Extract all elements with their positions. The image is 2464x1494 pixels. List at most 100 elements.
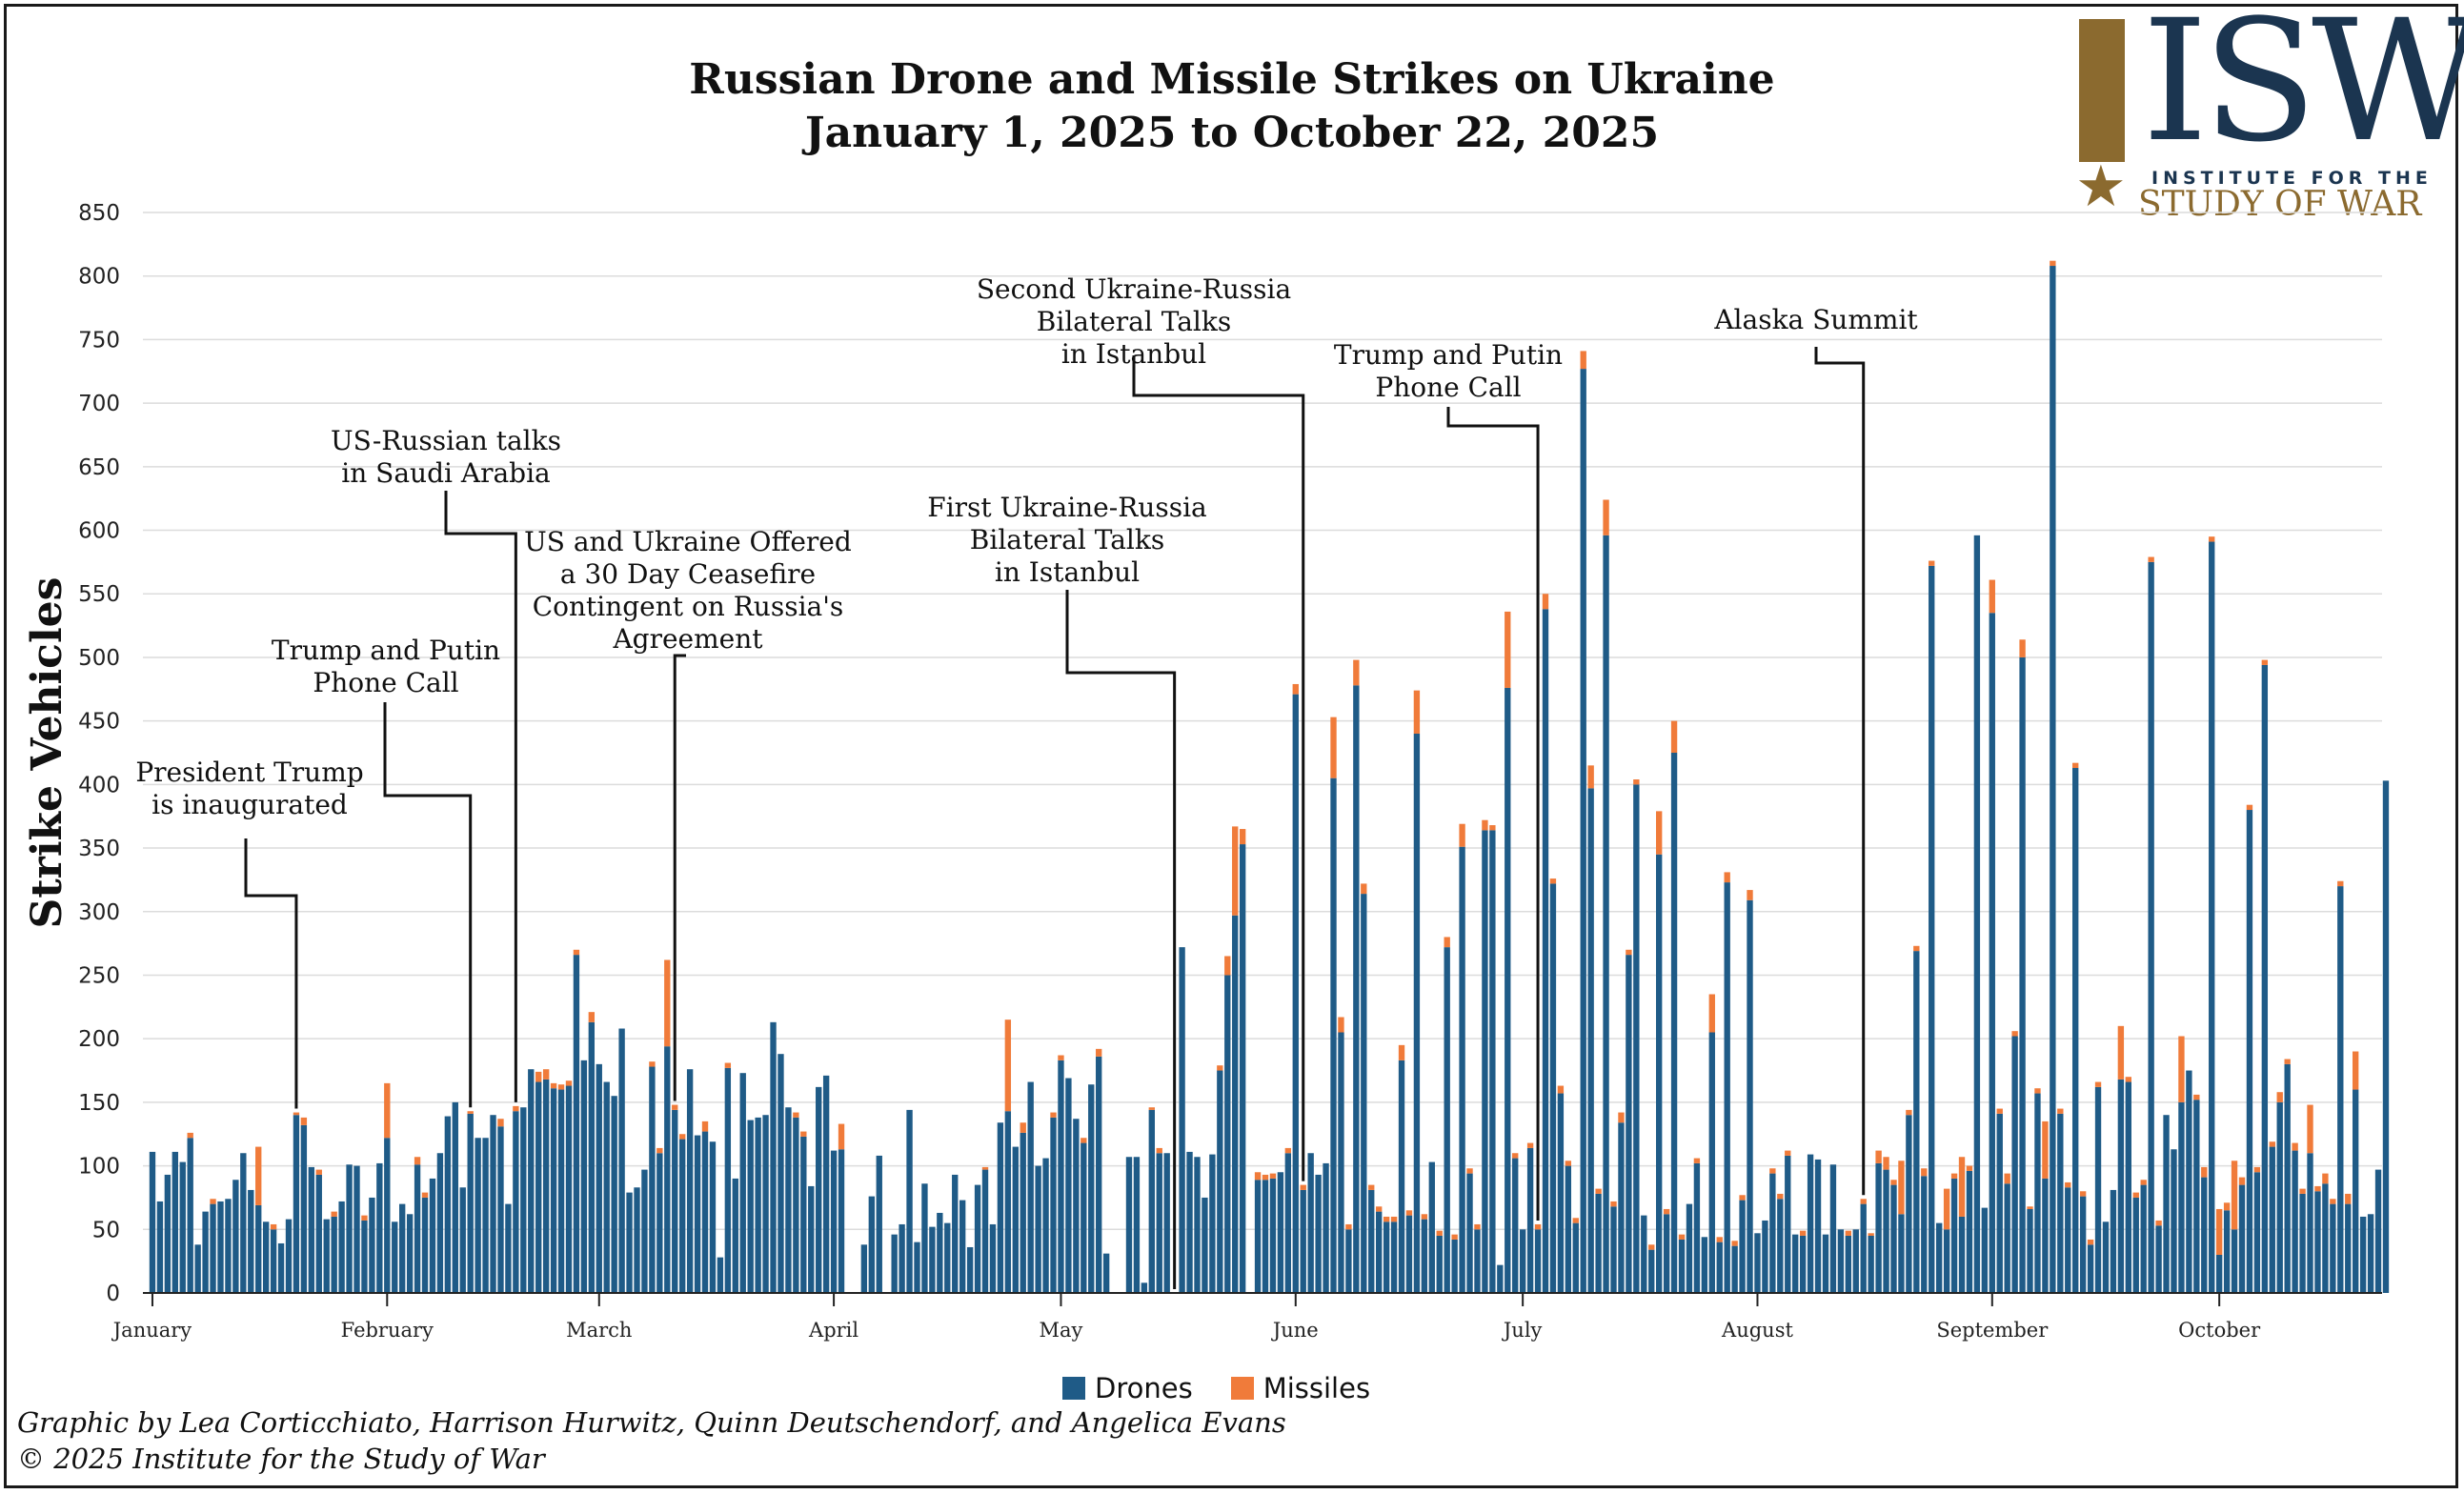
bar-drones	[1929, 565, 1935, 1293]
bar-drones	[1860, 1203, 1867, 1293]
bar-drones	[1376, 1211, 1383, 1293]
bar-missiles	[1587, 765, 1594, 789]
annotation-label: Contingent on Russia's	[533, 591, 844, 622]
bar-missiles	[1390, 1216, 1398, 1222]
bar-missiles	[1383, 1216, 1390, 1222]
bar-drones	[588, 1021, 596, 1293]
bar-drones	[1981, 1207, 1989, 1293]
bar-drones	[1678, 1239, 1686, 1293]
bar-missiles	[1050, 1112, 1057, 1118]
bar-missiles	[1549, 878, 1557, 884]
bar-missiles	[1883, 1157, 1889, 1170]
bar-missiles	[1148, 1107, 1155, 1110]
bar-missiles	[1474, 1223, 1481, 1230]
annotation-label: Trump and Putin	[272, 635, 500, 666]
bar-missiles	[1950, 1173, 1958, 1179]
bar-drones	[611, 1096, 617, 1293]
bar-missiles	[1769, 1168, 1776, 1174]
bar-missiles	[1868, 1233, 1874, 1236]
bar-drones	[1338, 1032, 1344, 1293]
bar-missiles	[255, 1146, 262, 1205]
bar-drones	[2171, 1149, 2177, 1293]
bar-drones	[436, 1153, 444, 1293]
bar-missiles	[1747, 890, 1753, 900]
bar-drones	[974, 1184, 981, 1293]
bar-drones	[1497, 1264, 1504, 1293]
bar-drones	[944, 1222, 951, 1293]
bar-missiles	[270, 1223, 277, 1230]
bar-missiles	[1898, 1161, 1905, 1215]
bar-missiles	[1330, 717, 1337, 778]
bar-missiles	[1338, 1017, 1344, 1033]
bar-drones	[1943, 1229, 1950, 1293]
bar-missiles	[1421, 1214, 1428, 1220]
bar-drones	[2253, 1172, 2261, 1293]
bar-missiles	[1875, 1150, 1882, 1163]
bar-drones	[1610, 1206, 1617, 1293]
bar-drones	[1436, 1235, 1443, 1293]
bar-drones	[535, 1081, 542, 1293]
bar-missiles	[1799, 1230, 1807, 1236]
bar-missiles	[1785, 1150, 1791, 1156]
bar-drones	[550, 1088, 557, 1293]
bar-missiles	[2155, 1220, 2162, 1226]
bar-missiles	[1996, 1108, 2003, 1114]
bar-drones	[1633, 784, 1640, 1293]
bar-missiles	[1239, 829, 1246, 845]
bar-missiles	[2072, 762, 2079, 769]
bar-missiles	[1482, 819, 1488, 831]
bar-drones	[2102, 1221, 2110, 1293]
bar-drones	[1444, 947, 1450, 1293]
bar-drones	[2186, 1070, 2192, 1293]
bar-missiles	[1217, 1065, 1223, 1071]
bar-drones	[565, 1085, 573, 1293]
bar-missiles	[1626, 949, 1632, 956]
bar-missiles	[414, 1157, 421, 1165]
bar-drones	[293, 1115, 300, 1293]
bar-missiles	[1648, 1244, 1655, 1250]
bar-drones	[179, 1161, 186, 1293]
bar-drones	[1307, 1153, 1314, 1293]
bar-missiles	[800, 1131, 807, 1137]
bar-missiles	[187, 1132, 193, 1139]
y-tick-label: 850	[78, 201, 120, 226]
bar-missiles	[1943, 1188, 1950, 1230]
bar-drones	[2374, 1169, 2382, 1293]
bar-drones	[1284, 1153, 1292, 1293]
bar-drones	[830, 1150, 838, 1293]
bar-drones	[1829, 1164, 1837, 1293]
bar-drones	[467, 1113, 474, 1293]
bar-drones	[361, 1220, 368, 1293]
bar-drones	[277, 1242, 285, 1293]
bar-missiles	[1542, 594, 1549, 610]
bar-drones	[2382, 780, 2390, 1293]
bar-drones	[2314, 1191, 2321, 1293]
bar-drones	[626, 1192, 633, 1293]
bar-drones	[2330, 1203, 2336, 1293]
bar-drones	[1277, 1172, 1284, 1293]
bar-drones	[1807, 1154, 1814, 1293]
y-tick-label: 600	[78, 519, 120, 544]
bar-missiles	[1890, 1180, 1897, 1185]
bar-drones	[1239, 844, 1246, 1293]
bar-drones	[1125, 1157, 1133, 1293]
bar-drones	[1292, 694, 1299, 1293]
x-tick-label: June	[1271, 1319, 1319, 1342]
bar-drones	[1799, 1235, 1807, 1293]
bar-missiles	[1966, 1165, 1973, 1171]
bar-drones	[1641, 1215, 1647, 1293]
bar-drones	[353, 1165, 360, 1293]
bar-drones	[1875, 1162, 1882, 1293]
bar-drones	[232, 1180, 239, 1293]
bar-drones	[1837, 1229, 1845, 1293]
annotation-label: Phone Call	[1375, 372, 1521, 403]
bar-drones	[1587, 788, 1594, 1293]
bar-drones	[217, 1201, 224, 1293]
bar-drones	[1906, 1115, 1912, 1293]
x-tick-label: May	[1040, 1319, 1083, 1342]
bar-missiles	[2148, 556, 2154, 562]
bar-drones	[1232, 915, 1239, 1293]
annotation-leader	[1132, 355, 1305, 1181]
bar-missiles	[1020, 1122, 1026, 1133]
bar-drones	[1739, 1200, 1746, 1293]
